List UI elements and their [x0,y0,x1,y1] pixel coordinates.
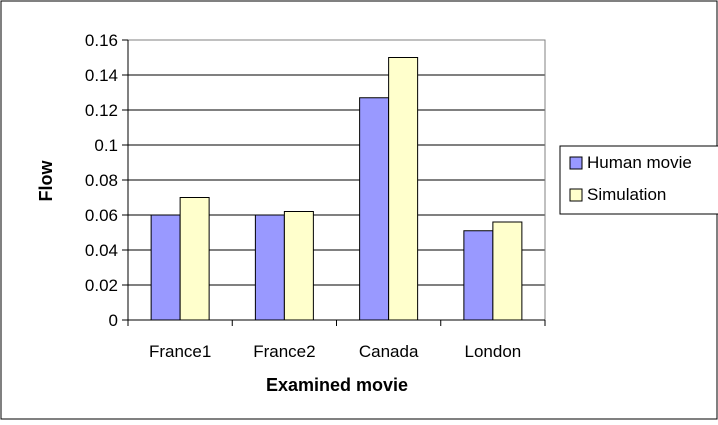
axes: 0 0.02 0.04 0.06 0.08 0.1 0.12 0.14 0.16 France1 F… [85,31,546,361]
bar-simulation-canada [388,57,419,321]
bar-human-movie-france1 [150,214,181,321]
y-tick-label: 0 [109,311,118,330]
y-axis-title: Flow [36,160,56,202]
x-tick-label: France1 [149,342,211,361]
bar-human-movie-london [463,230,494,321]
bar-human-movie-canada [359,97,390,321]
y-tick-label: 0.12 [85,101,118,120]
legend-label-human-movie: Human movie [587,153,692,172]
legend-swatch-simulation [569,188,583,202]
legend: Human movie Simulation [559,145,718,215]
y-tick-label: 0.02 [85,276,118,295]
y-tick-label: 0.04 [85,241,118,260]
bar-simulation-london [492,221,523,321]
y-tick-label: 0.1 [94,136,118,155]
legend-box [559,145,718,215]
legend-swatch-human-movie [569,156,583,170]
x-tick-label: Canada [359,342,419,361]
y-tick-label: 0.06 [85,206,118,225]
legend-label-simulation: Simulation [587,185,666,204]
x-tick-label: London [465,342,522,361]
x-tick-label: France2 [253,342,315,361]
y-tick-label: 0.08 [85,171,118,190]
x-axis-title: Examined movie [266,375,408,395]
bar-simulation-france1 [179,197,210,321]
y-tick-label: 0.14 [85,66,118,85]
bar-simulation-france2 [283,211,314,321]
bar-human-movie-france2 [254,214,285,321]
y-tick-label: 0.16 [85,31,118,50]
bars [150,57,523,321]
